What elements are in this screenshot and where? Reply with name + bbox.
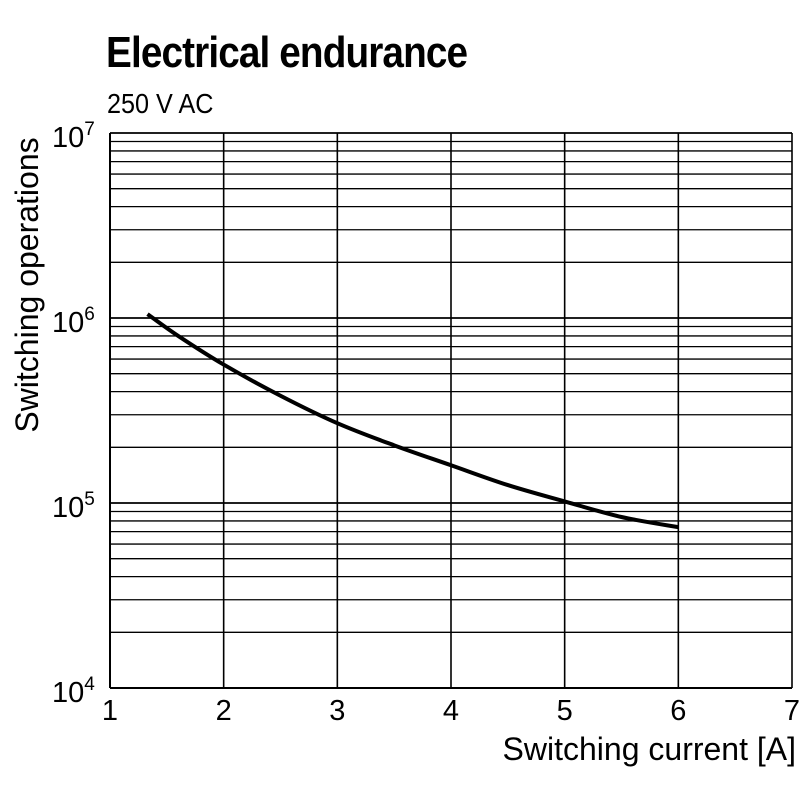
x-axis-label: Switching current [A] bbox=[503, 731, 796, 767]
y-tick-label: 104 bbox=[52, 674, 95, 709]
x-tick-label: 5 bbox=[557, 695, 573, 727]
x-tick-label: 3 bbox=[329, 695, 345, 727]
y-tick-label: 105 bbox=[52, 489, 95, 524]
y-tick-labels: 104 105 106 107 bbox=[52, 119, 95, 709]
y-axis-label: Switching operations bbox=[9, 137, 45, 432]
x-tick-label: 2 bbox=[216, 695, 232, 727]
chart-subtitle: 250 V AC bbox=[107, 88, 214, 119]
x-tick-labels: 1 2 3 4 5 6 7 bbox=[102, 695, 800, 727]
x-tick-label: 4 bbox=[443, 695, 459, 727]
y-tick-label: 107 bbox=[52, 119, 95, 154]
x-tick-label: 7 bbox=[784, 695, 800, 727]
x-tick-label: 6 bbox=[670, 695, 686, 727]
grid bbox=[109, 132, 793, 689]
y-tick-label: 106 bbox=[52, 304, 95, 339]
series-line bbox=[146, 312, 679, 530]
series-layer bbox=[146, 312, 679, 530]
chart-title: Electrical endurance bbox=[106, 28, 468, 77]
x-tick-label: 1 bbox=[102, 695, 118, 727]
